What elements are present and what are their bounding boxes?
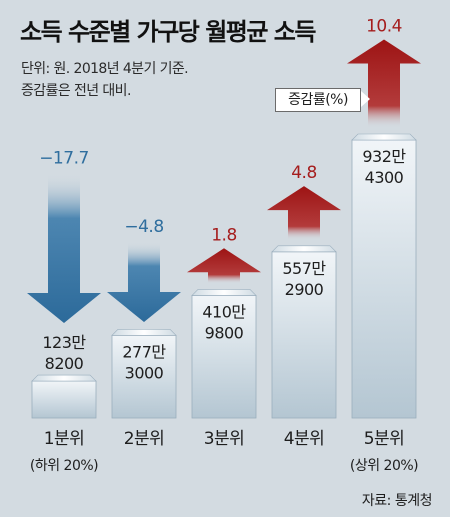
income-column-cap — [271, 245, 337, 253]
category-label: 4분위 — [284, 429, 325, 449]
income-column — [31, 380, 97, 419]
income-label-won: 9800 — [205, 323, 244, 342]
income-label-man: 123만 — [42, 333, 86, 352]
change-label: −4.8 — [124, 217, 163, 237]
income-label-won: 2900 — [285, 280, 324, 299]
increase-arrow — [347, 39, 421, 128]
change-label: 4.8 — [291, 163, 317, 183]
income-column — [351, 139, 417, 419]
chart-title: 소득 수준별 가구당 월평균 소득 — [20, 18, 316, 46]
income-label-man: 410만 — [202, 302, 246, 321]
category-label: 1분위 — [44, 429, 85, 449]
income-label-won: 4300 — [365, 168, 404, 187]
income-column — [271, 251, 337, 419]
income-label-won: 3000 — [125, 363, 164, 382]
unit-note: 단위: 원. 2018년 4분기 기준. — [21, 61, 189, 77]
income-column-cap — [351, 133, 417, 141]
category-label: 2분위 — [124, 429, 165, 449]
income-column-cap — [111, 329, 177, 336]
legend-pointer — [361, 91, 370, 107]
change-label: 10.4 — [366, 17, 402, 37]
decrease-arrow — [107, 242, 181, 322]
change-label: −17.7 — [39, 148, 89, 168]
increase-arrow — [267, 186, 341, 240]
category-sublabel: (하위 20%) — [30, 458, 98, 474]
income-label-man: 557만 — [282, 259, 326, 278]
income-label-won: 8200 — [45, 354, 84, 373]
income-label-man: 277만 — [122, 342, 166, 361]
legend-box: 증감률(%) — [275, 88, 361, 112]
source-note: 자료: 통계청 — [361, 493, 433, 509]
income-column-cap — [191, 289, 257, 296]
decrease-arrow — [27, 173, 101, 323]
change-label: 1.8 — [211, 225, 237, 245]
category-label: 5분위 — [364, 429, 405, 449]
income-column — [191, 295, 257, 419]
increase-arrow — [187, 248, 261, 284]
category-label: 3분위 — [204, 429, 245, 449]
category-sublabel: (상위 20%) — [350, 458, 418, 474]
income-label-man: 932만 — [362, 147, 406, 166]
income-column-cap — [31, 374, 97, 382]
change-note: 증감률은 전년 대비. — [21, 83, 131, 99]
